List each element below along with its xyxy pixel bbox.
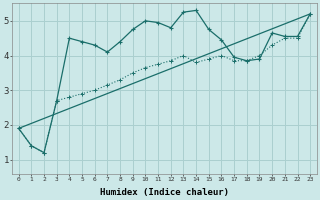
X-axis label: Humidex (Indice chaleur): Humidex (Indice chaleur) [100, 188, 229, 197]
